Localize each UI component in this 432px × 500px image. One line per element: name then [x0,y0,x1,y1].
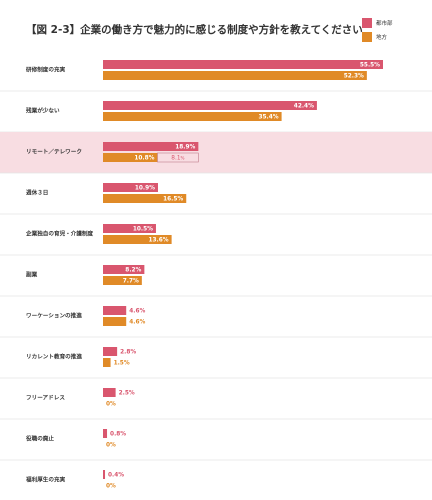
category-label: 福利厚生の充実 [25,476,66,484]
category-label: 研修制度の充実 [26,66,66,74]
data-label-urban: 8.2% [125,268,141,274]
data-label-rural: 52.3% [344,74,364,80]
category-label: 副業 [26,271,38,279]
data-label-urban: 10.9% [135,186,155,192]
difference-bracket [157,152,199,163]
bar-urban [103,101,317,110]
legend-label-urban: 都市部 [376,21,393,27]
bar-rural [103,153,158,162]
bar-urban [103,60,383,69]
data-label-urban: 10.5% [133,227,153,233]
legend-label-rural: 地方 [376,35,388,41]
data-label-urban: 0.8% [110,432,126,438]
bar-urban [103,265,145,274]
bar-urban [103,224,156,233]
data-label-rural: 35.4% [258,115,278,121]
legend-swatch-urban [362,18,372,28]
bar-urban [103,388,116,397]
bar-urban [103,306,127,315]
bar-urban [103,183,158,192]
bar-rural [103,317,127,326]
category-label: リカレント教育の推進 [26,353,82,361]
category-label: リモート／テレワーク [26,148,82,156]
category-label: 役職の廃止 [25,435,54,443]
chart-title: 【図 2-3】企業の働き方で魅力的に感じる制度や方針を教えてください [26,24,363,36]
data-label-urban: 0.4% [108,473,124,479]
data-label-rural: 0% [106,402,116,408]
data-label-rural: 13.6% [148,238,168,244]
data-label-urban: 18.9% [175,145,195,151]
bar-rural [103,71,367,80]
highlight-band [0,132,432,173]
data-label-rural: 16.5% [163,197,183,203]
category-label: 残業が少ない [26,107,60,115]
category-label: ワーケーションの推進 [26,312,82,320]
data-label-urban: 2.8% [120,350,136,356]
data-label-urban: 4.6% [129,309,145,315]
difference-label: 8.1% [171,156,184,162]
data-label-rural: 0% [106,443,116,449]
data-label-rural: 4.6% [129,320,145,326]
bar-urban [103,429,108,438]
category-label: 企業独自の育児・介護制度 [25,230,94,238]
data-label-urban: 55.5% [360,63,380,69]
category-label: フリーアドレス [26,395,65,402]
category-label: 週休３日 [26,189,48,197]
data-label-urban: 42.4% [294,104,314,110]
data-label-urban: 2.5% [119,391,135,397]
difference-value: 8.1 [171,156,181,162]
data-label-rural: 1.5% [114,361,130,367]
bar-rural [103,112,282,121]
bar-rural [103,194,187,203]
legend-swatch-rural [362,32,372,42]
bar-urban [103,470,106,479]
data-label-rural: 0% [106,484,116,490]
bar-rural [103,235,172,244]
bar-urban [103,142,199,151]
bar-rural [103,276,142,285]
bar-rural [103,358,111,367]
difference-unit: % [181,156,185,161]
data-label-rural: 7.7% [123,279,139,285]
data-label-rural: 10.8% [134,156,154,162]
bar-urban [103,347,118,356]
